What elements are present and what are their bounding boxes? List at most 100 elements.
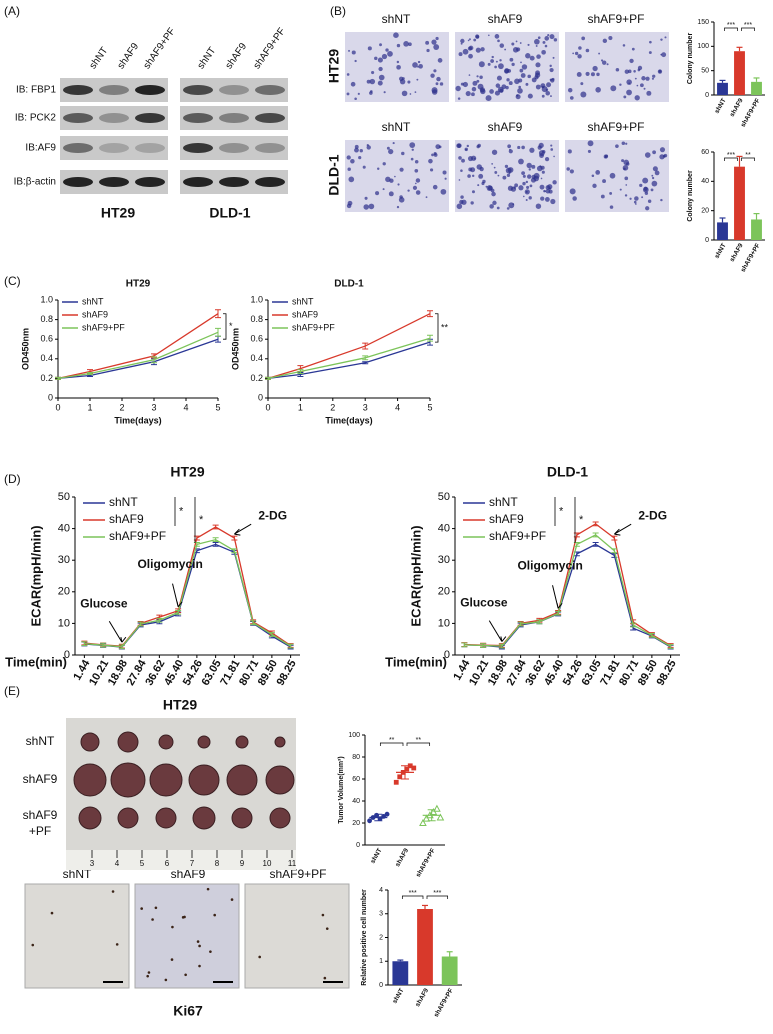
- cell-stain: [516, 47, 521, 52]
- significance-label: *: [179, 505, 184, 517]
- cell-stain: [439, 82, 444, 86]
- y-tick-label: 20: [438, 586, 450, 598]
- cell-stain: [544, 190, 546, 192]
- cell-stain: [432, 184, 438, 190]
- blot-row: IB: PCK2: [15, 113, 57, 124]
- y-tick-label: 20: [58, 586, 70, 598]
- blot-band: [63, 85, 93, 95]
- photo: [66, 718, 296, 868]
- y-tick-label: 4: [379, 887, 383, 894]
- cell-stain: [535, 84, 541, 90]
- cell-stain: [659, 147, 666, 153]
- cell-stain: [501, 84, 507, 90]
- ki67-nucleus: [164, 978, 168, 982]
- cell-stain: [416, 78, 419, 81]
- cell-stain: [545, 88, 549, 92]
- series-line: [464, 543, 671, 648]
- significance-bracket: [435, 313, 439, 343]
- significance-label: **: [389, 737, 395, 744]
- image-row: HT29: [326, 49, 342, 83]
- cell-stain: [652, 74, 656, 78]
- cell-stain: [527, 174, 532, 179]
- cell-stain: [396, 60, 400, 64]
- y-axis-label: Colony number: [687, 33, 694, 85]
- error-bar: [231, 535, 238, 541]
- cell-stain: [540, 165, 545, 170]
- image-column: shNT: [63, 867, 92, 881]
- cell-stain: [375, 191, 380, 196]
- x-tick-label: shNT: [369, 847, 383, 865]
- cell-stain: [551, 77, 555, 81]
- cell-stain: [491, 191, 496, 197]
- cell-stain: [610, 85, 617, 92]
- cell-stain: [495, 60, 498, 63]
- y-tick-label: 0.8: [40, 314, 53, 324]
- cell-stain: [409, 142, 416, 148]
- ruler-number: 6: [165, 859, 170, 868]
- cell-stain: [510, 186, 517, 192]
- x-tick-label: 1: [87, 402, 92, 412]
- cell-stain: [525, 53, 531, 59]
- tumor: [197, 735, 211, 749]
- y-axis-label: OD450nm: [230, 328, 240, 370]
- y-tick-label: 2: [379, 934, 383, 941]
- y-tick-label: 3: [379, 911, 383, 918]
- cell-stain: [493, 166, 496, 169]
- cell-stain: [504, 48, 507, 51]
- cell-stain: [534, 72, 541, 78]
- cell-stain: [507, 167, 514, 173]
- cell-stain: [524, 189, 530, 195]
- blot-band: [255, 113, 285, 123]
- cell-stain: [440, 188, 447, 195]
- ruler-number: 8: [215, 859, 220, 868]
- cell-stain: [580, 91, 587, 98]
- cell-stain: [590, 72, 595, 77]
- series-line: [267, 337, 431, 380]
- y-tick-label: 50: [701, 68, 709, 75]
- cell-stain: [354, 144, 359, 149]
- cell-stain: [499, 59, 502, 62]
- cell-stain: [661, 52, 667, 58]
- cell-stain: [377, 80, 383, 86]
- cell-stain: [525, 180, 529, 184]
- cell-stain: [435, 144, 441, 150]
- legend-label: shNT: [489, 495, 518, 509]
- x-tick-label: shAF9: [394, 847, 410, 868]
- cell-stain: [619, 188, 622, 191]
- cell-stain: [619, 83, 622, 86]
- chart-title: DLD-1: [334, 279, 364, 290]
- x-tick-label: 0: [55, 402, 60, 412]
- image-column: shAF9+PF: [587, 120, 644, 134]
- cell-stain: [358, 156, 362, 160]
- cell-stain: [526, 185, 530, 189]
- cell-stain: [634, 196, 639, 201]
- ruler-number: 3: [90, 859, 95, 868]
- cell-stain: [460, 195, 464, 199]
- x-tick-label: 5: [215, 402, 220, 412]
- cell-stain: [476, 75, 479, 78]
- cell-stain: [625, 184, 628, 186]
- cell-stain: [544, 156, 550, 162]
- cell-stain: [397, 183, 400, 186]
- chart: 01020304050ECAR(mpH/min)DLD-11.4410.2118…: [385, 464, 680, 688]
- cell-stain: [366, 145, 371, 150]
- point: [407, 763, 413, 769]
- cell-stain: [386, 146, 390, 150]
- y-tick-label: 100: [697, 43, 709, 50]
- tumor: [192, 806, 216, 830]
- point: [419, 818, 427, 826]
- blot-band: [135, 85, 165, 95]
- series-line: [57, 313, 219, 380]
- cell-stain: [595, 170, 601, 175]
- y-tick-label: 50: [58, 491, 70, 503]
- ihc-image: [24, 883, 130, 989]
- cell-stain: [502, 175, 507, 180]
- cell-stain: [385, 48, 389, 52]
- y-tick-label: 40: [701, 178, 709, 185]
- significance-bracket: [379, 742, 404, 746]
- x-axis-label: Time(days): [325, 415, 372, 425]
- x-tick-label: shAF9+PF: [433, 987, 455, 1018]
- ki67-nucleus: [206, 887, 210, 891]
- tumor: [269, 807, 291, 829]
